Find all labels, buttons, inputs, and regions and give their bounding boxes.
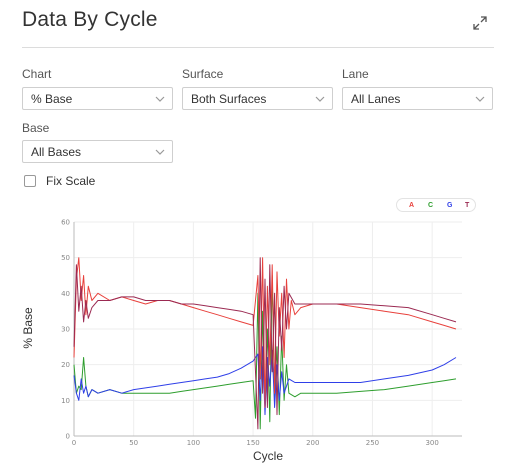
fix-scale-checkbox[interactable]	[24, 175, 36, 187]
lane-select-value: All Lanes	[351, 92, 401, 106]
x-tick-label: 150	[246, 439, 259, 447]
x-tick-label: 100	[187, 439, 200, 447]
chart-select-value: % Base	[31, 92, 73, 106]
chart-select[interactable]: % Base	[22, 87, 173, 110]
fix-scale-label: Fix Scale	[46, 174, 96, 188]
legend-item-c[interactable]: C	[428, 202, 434, 209]
y-tick-label: 0	[66, 433, 70, 441]
series-line-t	[73, 257, 457, 430]
lane-select-label: Lane	[342, 67, 369, 81]
surface-select[interactable]: Both Surfaces	[182, 87, 333, 110]
header-divider	[22, 47, 494, 48]
y-tick-label: 40	[61, 290, 70, 298]
x-tick-label: 250	[366, 439, 379, 447]
lane-select[interactable]: All Lanes	[342, 87, 493, 110]
legend-item-g[interactable]: G	[447, 202, 453, 209]
x-tick-label: 0	[72, 439, 76, 447]
y-axis-title: % Base	[21, 307, 35, 349]
y-tick-label: 10	[61, 397, 70, 405]
y-tick-label: 60	[61, 219, 70, 227]
y-tick-label: 20	[61, 361, 70, 369]
legend-item-t[interactable]: T	[465, 202, 470, 209]
series-line-g	[73, 346, 457, 416]
series-line-a	[73, 257, 457, 408]
base-select-value: All Bases	[31, 145, 82, 159]
base-select[interactable]: All Bases	[22, 140, 173, 163]
chevron-down-icon	[155, 96, 165, 102]
x-axis-title: Cycle	[253, 449, 283, 463]
x-tick-label: 300	[425, 439, 438, 447]
expand-icon[interactable]	[472, 15, 488, 31]
chart-series	[73, 257, 457, 430]
surface-select-value: Both Surfaces	[191, 92, 267, 106]
y-tick-label: 30	[61, 326, 70, 334]
chart-grid	[73, 221, 462, 437]
chevron-down-icon	[475, 96, 485, 102]
x-tick-label: 200	[306, 439, 319, 447]
chart-legend: A C G T	[396, 198, 476, 212]
legend-item-a[interactable]: A	[409, 202, 415, 209]
y-tick-label: 50	[61, 254, 70, 262]
chart-ticks: 0 50 100 150 200 250 300 0 10 20 30 40 50 60	[61, 219, 439, 448]
base-select-label: Base	[22, 121, 50, 135]
x-tick-label: 50	[129, 439, 138, 447]
surface-select-label: Surface	[182, 67, 224, 81]
chart-select-label: Chart	[22, 67, 52, 81]
page-title: Data By Cycle	[22, 8, 158, 31]
chevron-down-icon	[315, 96, 325, 102]
chevron-down-icon	[155, 149, 165, 155]
